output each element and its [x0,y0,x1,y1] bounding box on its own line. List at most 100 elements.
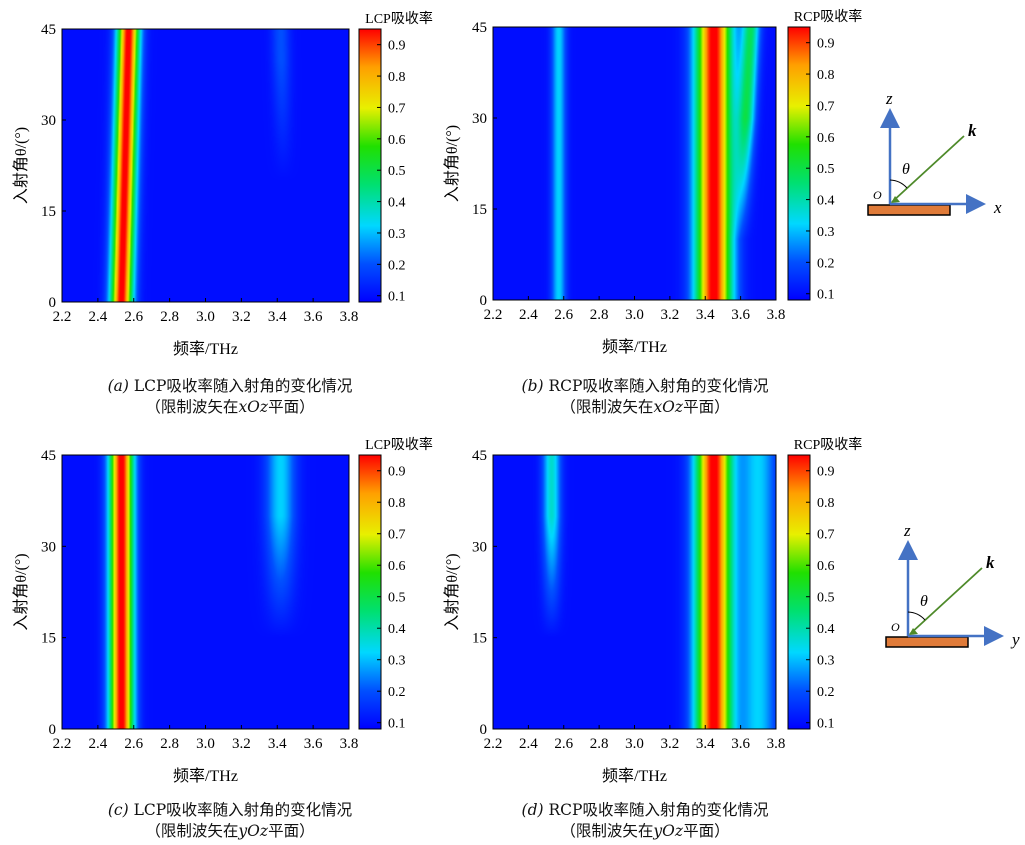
caption-d: (d) RCP吸收率随入射角的变化情况 （限制波矢在yOz平面） [521,801,769,840]
colorbar-tick-label: 0.5 [817,591,835,606]
colorbar-tick-label: 0.1 [817,717,835,732]
y-axis-label: 入射角θ/(°) [12,553,30,630]
y-tick-label: 0 [49,295,57,311]
colorbar-tick-label: 0.9 [817,37,835,52]
colorbar-tick-label: 0.3 [388,654,406,669]
x-tick-label: 2.4 [519,736,538,752]
colorbar-tick-label: 0.6 [388,133,406,148]
x-axis-label: 频率/THz [602,338,667,356]
colorbar-tick-label: 0.5 [817,162,835,177]
x-tick-label: 2.4 [89,309,108,325]
colorbar-tick-label: 0.5 [388,164,406,179]
heatmap-image [493,27,776,300]
coordinate-diagram-xoz: z x Oθ k [867,89,1002,217]
x-tick-label: 3.2 [661,307,680,323]
colorbar-tick-label: 0.8 [817,496,835,511]
y-tick-label: 45 [41,448,56,464]
x-tick-label: 3.8 [767,736,786,752]
k-vector-label: k [968,121,977,140]
x-tick-label: 3.0 [196,736,215,752]
angle-arc [907,611,926,621]
substrate-block [867,204,951,216]
y-tick-label: 15 [472,202,487,218]
x-tick-label: 3.2 [661,736,680,752]
x-tick-label: 2.6 [124,309,143,325]
x-tick-label: 3.8 [340,309,359,325]
x-tick-label: 2.2 [53,309,72,325]
x-axis-label: 频率/THz [173,767,238,785]
colorbar [358,454,382,730]
x-tick-label: 2.8 [590,736,609,752]
x-tick-label: 2.6 [124,736,143,752]
x-tick-label: 2.6 [554,307,573,323]
heatmap-panel-b: 2.2 2.4 2.6 2.8 3.0 3.2 3.4 3.6 3.8 0 15 30 45 频率/THz… [443,8,862,356]
y-tick-label: 15 [41,631,56,647]
y-tick-label: 30 [41,539,56,555]
colorbar-tick-label: 0.7 [817,99,835,114]
vertical-axis-label: z [903,521,911,540]
vertical-axis-label: z [885,89,893,108]
colorbar-title: LCP吸收率 [365,10,433,27]
x-tick-label: 3.6 [304,309,323,325]
coordinate-diagram-yoz: z y Oθ k [885,521,1020,649]
colorbar-title: RCP吸收率 [794,436,862,453]
heatmap-image [62,29,349,302]
x-tick-label: 2.8 [160,736,179,752]
heatmap-panel-a: 2.2 2.4 2.6 2.8 3.0 3.2 3.4 3.6 3.8 0 15 30 45 频率/THz… [12,10,433,358]
x-tick-label: 3.4 [268,736,287,752]
y-tick-label: 0 [480,722,488,738]
x-tick-label: 3.0 [625,307,644,323]
y-tick-label: 30 [41,113,56,129]
horizontal-axis-label: y [1010,630,1020,649]
x-tick-label: 3.6 [731,736,750,752]
x-tick-label: 2.4 [519,307,538,323]
origin-label: O [873,188,882,202]
heatmap-image [493,455,776,729]
x-tick-label: 3.0 [625,736,644,752]
k-vector-arrowhead [891,196,900,203]
k-vector-line [891,135,965,203]
x-tick-label: 3.4 [268,309,287,325]
x-tick-label: 3.4 [696,736,715,752]
colorbar-tick-label: 0.6 [817,559,835,574]
colorbar-tick-label: 0.9 [388,39,406,54]
colorbar-title: LCP吸收率 [365,436,433,453]
colorbar-tick-label: 0.3 [388,227,406,242]
y-tick-label: 45 [41,22,56,38]
x-tick-label: 2.2 [484,736,503,752]
x-tick-label: 3.8 [767,307,786,323]
colorbar-tick-label: 0.1 [388,717,406,732]
angle-label: θ [920,593,928,610]
x-axis-label: 频率/THz [173,340,238,358]
colorbar-tick-label: 0.7 [388,101,406,116]
colorbar-tick-label: 0.2 [388,685,406,700]
y-tick-label: 30 [472,539,487,555]
x-tick-label: 3.0 [196,309,215,325]
y-tick-label: 30 [472,111,487,127]
colorbar-tick-label: 0.8 [388,70,406,85]
y-tick-label: 45 [472,20,487,36]
colorbar-tick-label: 0.9 [817,465,835,480]
colorbar-tick-label: 0.6 [388,559,406,574]
colorbar-tick-label: 0.1 [388,290,406,305]
k-vector-label: k [986,553,995,572]
colorbar-tick-label: 0.6 [817,131,835,146]
substrate-block [885,636,969,648]
colorbar-tick-label: 0.4 [817,194,835,209]
y-axis-label: 入射角θ/(°) [443,125,461,202]
x-tick-label: 3.2 [232,309,251,325]
y-axis-label: 入射角θ/(°) [443,553,461,630]
x-tick-label: 3.6 [731,307,750,323]
colorbar-tick-label: 0.4 [817,622,835,637]
caption-a: (a) LCP吸收率随入射角的变化情况 （限制波矢在xOz平面） [107,377,353,416]
caption-b: (b) RCP吸收率随入射角的变化情况 （限制波矢在xOz平面） [521,377,769,416]
y-axis-label: 入射角θ/(°) [12,127,30,204]
colorbar-tick-label: 0.4 [388,196,406,211]
colorbar-tick-label: 0.8 [388,496,406,511]
colorbar [787,26,811,301]
colorbar-tick-label: 0.7 [388,528,406,543]
colorbar-tick-label: 0.5 [388,591,406,606]
y-tick-label: 15 [41,204,56,220]
x-tick-label: 3.4 [696,307,715,323]
